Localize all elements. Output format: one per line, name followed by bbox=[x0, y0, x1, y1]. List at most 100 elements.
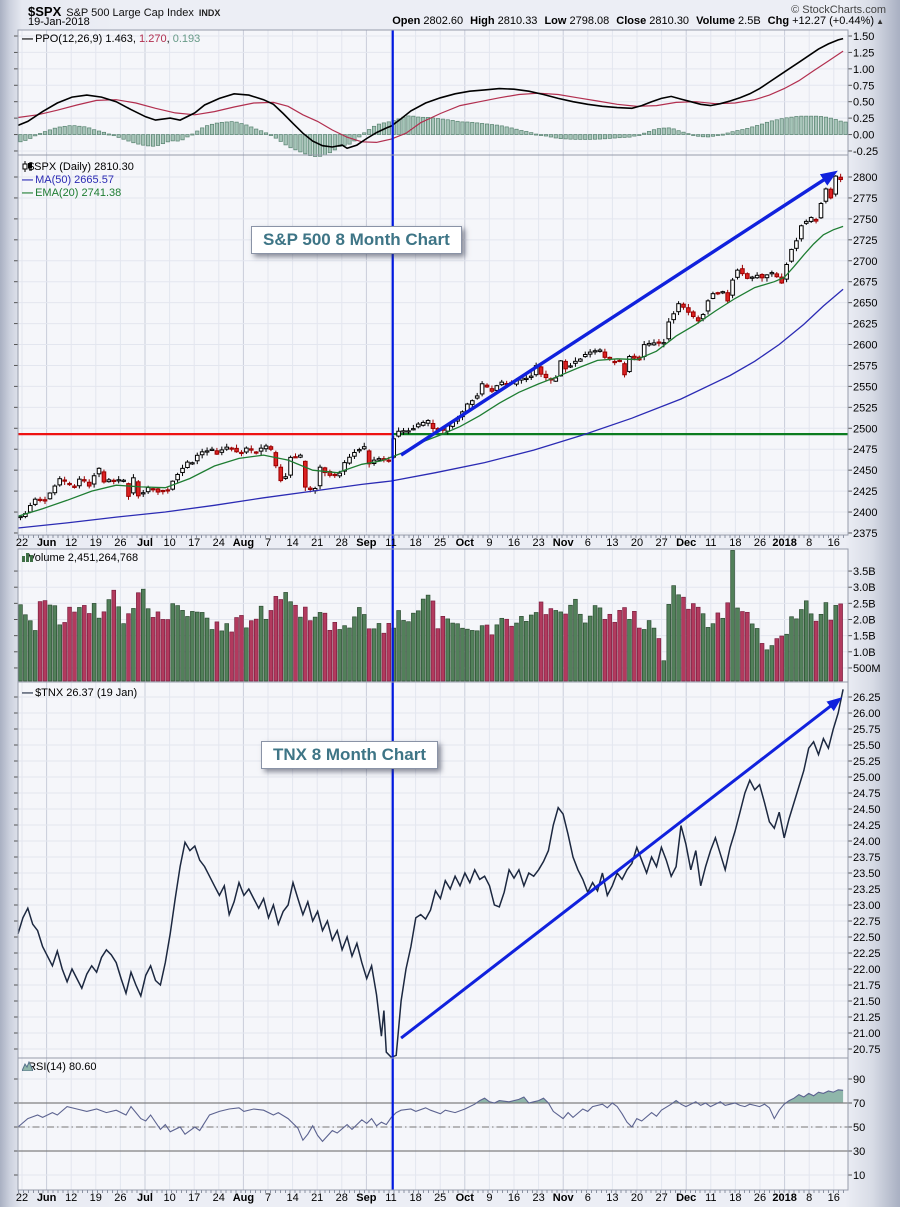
quote-field-value: 2810.33 bbox=[494, 15, 538, 27]
date-label: 7 bbox=[264, 1192, 272, 1204]
date-label: 17 bbox=[188, 1192, 201, 1204]
ppo-hist-value: 0.193 bbox=[172, 33, 201, 45]
axis-tick-label: 0.00 bbox=[853, 130, 874, 142]
axis-tick-label: 25.25 bbox=[853, 756, 881, 768]
axis-tick-label: 2450 bbox=[853, 465, 877, 477]
date-label: 9 bbox=[486, 537, 493, 549]
axis-tick-label: 23.00 bbox=[853, 900, 881, 912]
date-label: 16 bbox=[827, 1192, 840, 1204]
date-label: 27 bbox=[655, 1192, 668, 1204]
axis-tick-label: 2700 bbox=[853, 256, 877, 268]
date-label: 14 bbox=[286, 1192, 299, 1204]
date-label: 19 bbox=[89, 537, 102, 549]
axis-tick-label: 2625 bbox=[853, 319, 877, 331]
date-label: 13 bbox=[606, 537, 619, 549]
axis-tick-label: 1.5B bbox=[853, 631, 876, 643]
axis-tick-label: 25.00 bbox=[853, 772, 881, 784]
date-label: 11 bbox=[385, 537, 397, 549]
axis-tick-label: 2800 bbox=[853, 172, 877, 184]
copyright: © StockCharts.com bbox=[791, 4, 886, 16]
ema20-label: EMA(20) 2741.38 bbox=[35, 187, 122, 199]
date-label: 22 bbox=[15, 1192, 29, 1204]
axis-tick-label: 2775 bbox=[853, 193, 877, 205]
date-label: 12 bbox=[65, 1192, 78, 1204]
date-label: 26 bbox=[753, 537, 767, 549]
quote-field-label: Volume bbox=[696, 15, 735, 27]
chart-header: $SPX S&P 500 Large Cap Index INDX bbox=[28, 3, 220, 21]
date-label: 8 bbox=[806, 1192, 813, 1204]
date-label: 17 bbox=[188, 537, 201, 549]
axis-tick-label: 0.75 bbox=[853, 80, 874, 92]
axis-tick-label: 70 bbox=[853, 1098, 865, 1110]
volume-label: Volume 2,451,264,768 bbox=[28, 552, 139, 564]
axis-tick-label: 24.00 bbox=[853, 836, 881, 848]
date-label: 8 bbox=[806, 537, 813, 549]
axis-tick-label: 21.50 bbox=[853, 996, 881, 1008]
date-label: Jul bbox=[137, 537, 153, 549]
axis-tick-label: 2.5B bbox=[853, 598, 876, 610]
date-label: 24 bbox=[212, 1192, 225, 1204]
quote-field-label: High bbox=[470, 15, 495, 27]
axis-tick-label: 22.50 bbox=[853, 932, 881, 944]
sep: , bbox=[166, 33, 170, 45]
date-label: 13 bbox=[606, 1192, 619, 1204]
rsi-legend: RSI(14) 80.60 bbox=[22, 1061, 97, 1074]
chart-date: 19-Jan-2018 bbox=[28, 16, 90, 28]
date-label: 23 bbox=[532, 1192, 545, 1204]
date-label: Nov bbox=[552, 1192, 574, 1204]
date-label: 16 bbox=[507, 537, 521, 549]
date-label: Dec bbox=[676, 537, 697, 549]
date-label: 16 bbox=[827, 537, 840, 549]
date-label: 2018 bbox=[772, 1192, 797, 1204]
axis-tick-label: 3.0B bbox=[853, 582, 876, 594]
symbol: $SPX bbox=[28, 4, 62, 19]
quote-field-value: 2798.08 bbox=[566, 15, 610, 27]
date-label: 11 bbox=[705, 1192, 717, 1204]
date-label: 10 bbox=[163, 537, 176, 549]
ppo-value: 1.463 bbox=[105, 33, 133, 45]
quote-field-label: Close bbox=[616, 15, 647, 27]
date-label: 18 bbox=[409, 537, 422, 549]
ppo-label: PPO(12,26,9) bbox=[35, 33, 103, 45]
axis-tick-label: 23.25 bbox=[853, 884, 881, 896]
volume-legend: Volume 2,451,264,768 bbox=[22, 552, 138, 565]
axis-tick-label: 2675 bbox=[853, 277, 877, 289]
date-label: 9 bbox=[486, 1192, 493, 1204]
axis-tick-label: 2400 bbox=[853, 507, 877, 519]
axis-tick-label: 10 bbox=[853, 1170, 865, 1182]
date-label: 11 bbox=[385, 1192, 397, 1204]
quote-field-value: 2802.60 bbox=[420, 15, 464, 27]
date-label: 16 bbox=[507, 1192, 521, 1204]
tick-ruler bbox=[18, 1190, 848, 1193]
date-label: 24 bbox=[212, 537, 225, 549]
tick-ruler bbox=[18, 535, 848, 538]
date-label: 11 bbox=[705, 537, 717, 549]
date-label: 14 bbox=[286, 537, 299, 549]
spx-annotation-box: S&P 500 8 Month Chart bbox=[251, 226, 462, 254]
date-label: 7 bbox=[264, 537, 272, 549]
tnx-legend: — $TNX 26.37 (19 Jan) bbox=[22, 687, 137, 700]
axis-tick-label: 2425 bbox=[853, 486, 877, 498]
axis-tick-label: 500M bbox=[853, 663, 881, 675]
quote-field-value: 2810.30 bbox=[646, 15, 690, 27]
ema20-swatch: — bbox=[22, 187, 33, 199]
axis-tick-label: 22.75 bbox=[853, 916, 881, 928]
date-label: 26 bbox=[114, 537, 127, 549]
axis-tick-label: 30 bbox=[853, 1146, 865, 1158]
date-label: 28 bbox=[335, 537, 348, 549]
ppo-line-swatch: — bbox=[22, 33, 33, 45]
date-label: Jun bbox=[36, 537, 57, 549]
date-label: 18 bbox=[729, 537, 742, 549]
date-label: 12 bbox=[65, 537, 78, 549]
axis-tick-label: 22.25 bbox=[853, 948, 881, 960]
axis-tick-label: -0.25 bbox=[853, 146, 878, 158]
quote-field-label: Chg bbox=[767, 15, 790, 27]
quote-field-label: Low bbox=[544, 15, 567, 27]
axis-tick-label: 1.25 bbox=[853, 47, 874, 59]
axis-tick-label: 23.75 bbox=[853, 852, 881, 864]
date-label: 28 bbox=[335, 1192, 348, 1204]
date-label: 25 bbox=[434, 537, 447, 549]
axis-tick-label: 21.00 bbox=[853, 1028, 881, 1040]
date-label: 21 bbox=[311, 1192, 324, 1204]
date-label: 25 bbox=[434, 1192, 447, 1204]
